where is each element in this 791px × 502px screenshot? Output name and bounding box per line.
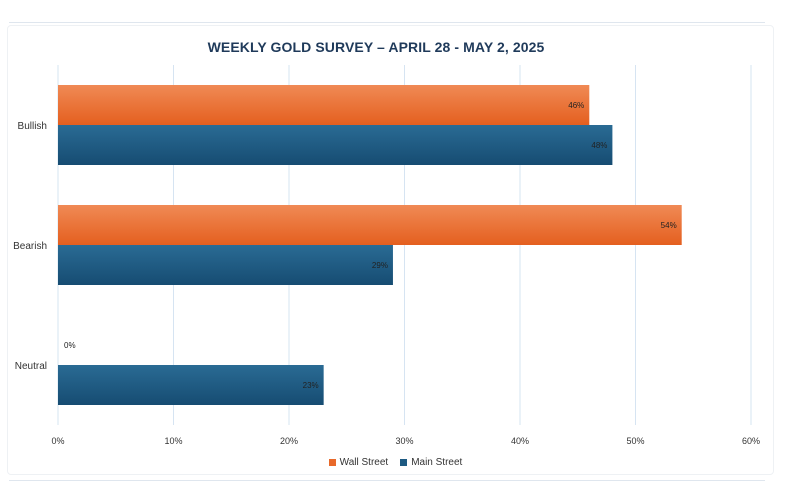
legend-label-main-street: Main Street [411, 457, 463, 468]
data-label: 23% [303, 381, 319, 390]
category-label: Neutral [15, 361, 47, 372]
data-label: 29% [372, 261, 388, 270]
x-tick-label: 30% [395, 436, 413, 446]
x-tick-label: 60% [742, 436, 760, 446]
bars [58, 85, 682, 405]
legend-swatch-main-street [400, 459, 408, 466]
legend-label-wall-street: Wall Street [339, 457, 389, 468]
x-tick-label: 40% [511, 436, 529, 446]
bottom-divider [9, 480, 765, 481]
bar-wall-street-bearish [58, 205, 682, 245]
category-label: Bullish [18, 121, 47, 132]
legend-item-main-street: Main Street [400, 457, 462, 468]
bar-main-street-bearish [58, 245, 393, 285]
chart-title: WEEKLY GOLD SURVEY – APRIL 28 - MAY 2, 2… [207, 39, 545, 55]
top-divider [9, 22, 765, 23]
legend: Wall Street Main Street [0, 457, 791, 468]
category-label: Bearish [13, 241, 47, 252]
bar-wall-street-bullish [58, 85, 590, 125]
data-labels: 46% 48% 54% 29% 0% 23% [64, 101, 677, 390]
legend-item-wall-street: Wall Street [328, 457, 389, 468]
axes: 0% 10% 20% 30% 40% 50% 60% Bullish Bearish Neutra… [13, 121, 760, 446]
x-tick-label: 20% [280, 436, 298, 446]
data-label: 46% [568, 101, 584, 110]
bar-main-street-neutral [58, 365, 324, 405]
data-label: 54% [661, 221, 677, 230]
legend-swatch-wall-street [328, 459, 336, 466]
x-tick-label: 50% [626, 436, 644, 446]
data-label: 48% [591, 141, 607, 150]
x-tick-label: 0% [51, 436, 64, 446]
x-tick-label: 10% [164, 436, 182, 446]
data-label: 0% [64, 341, 76, 350]
bar-main-street-bullish [58, 125, 613, 165]
